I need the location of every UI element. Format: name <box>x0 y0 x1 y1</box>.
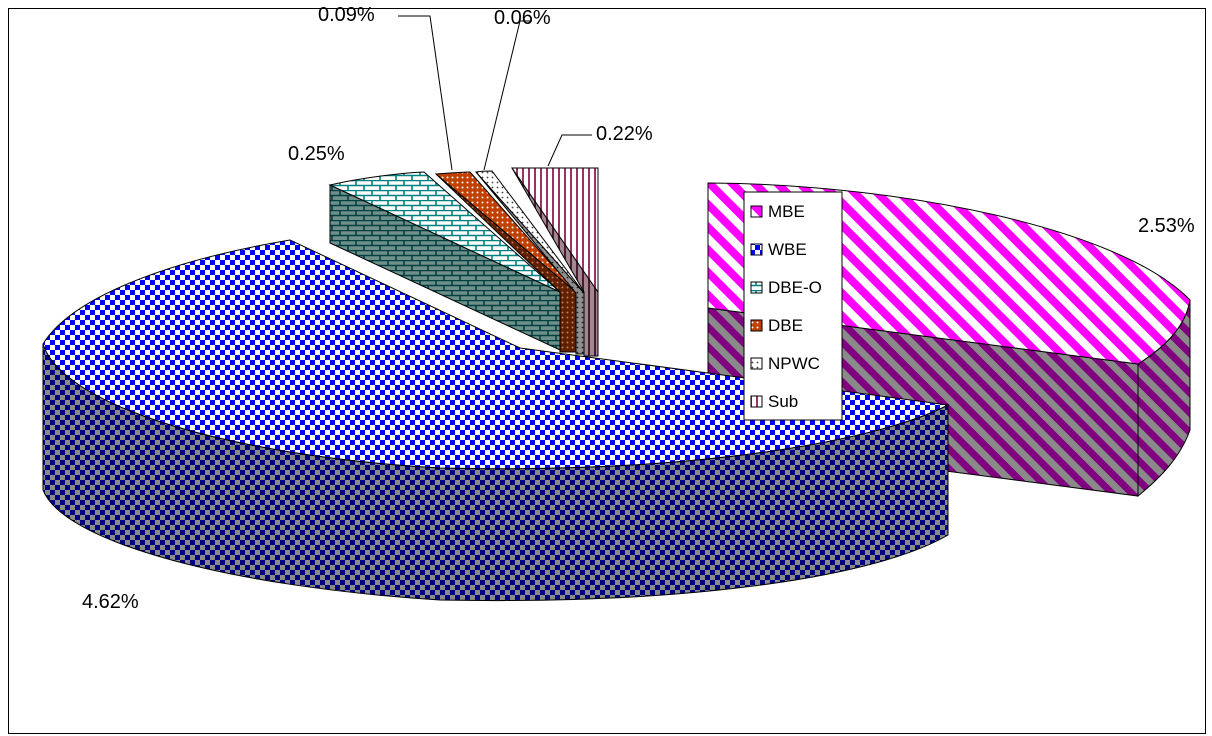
legend-swatch-npwc <box>750 357 763 370</box>
legend-item-dbe: DBE <box>750 316 803 335</box>
data-label-npwc: 0.06% <box>494 7 551 29</box>
legend-box <box>743 191 843 421</box>
legend-item-dbe-o: DBE-O <box>750 278 822 297</box>
legend-swatch-sub <box>750 395 763 408</box>
legend-label-dbe-o: DBE-O <box>768 278 822 297</box>
legend-swatch-mbe <box>750 205 763 218</box>
slice-top-dbe-o <box>328 171 561 293</box>
data-label-wbe: 4.62% <box>82 591 139 613</box>
pie-slice-dbe-o <box>328 171 561 351</box>
legend-label-wbe: WBE <box>768 240 807 259</box>
legend-label-dbe: DBE <box>768 316 803 335</box>
legend-label-sub: Sub <box>768 392 798 411</box>
legend-item-wbe: WBE <box>750 240 807 259</box>
leader-line-npwc <box>483 20 532 171</box>
legend-item-mbe: MBE <box>750 202 805 221</box>
leader-line-dbe <box>398 15 453 171</box>
slice-top-wbe <box>42 239 950 470</box>
legend-item-sub: Sub <box>750 392 798 411</box>
legend-swatch-wbe <box>750 243 763 256</box>
data-label-sub: 0.22% <box>596 123 653 145</box>
slice-top-sub <box>511 167 599 294</box>
data-label-dbe-o: 0.25% <box>288 143 345 165</box>
legend-label-npwc: NPWC <box>768 354 820 373</box>
legend-swatch-dbe-o <box>750 281 763 294</box>
pie-slice-npwc <box>475 170 585 355</box>
legend-label-mbe: MBE <box>768 202 805 221</box>
pie-slice-sub <box>511 167 599 357</box>
legend-swatch-dbe <box>750 319 763 332</box>
pie-slice-dbe <box>434 171 577 353</box>
data-label-dbe: 0.09% <box>318 4 375 26</box>
legend-item-npwc: NPWC <box>750 354 820 373</box>
slice-top-dbe <box>434 171 577 293</box>
data-label-mbe: 2.53% <box>1138 215 1195 237</box>
leader-line-sub <box>547 134 592 167</box>
chart-legend: MBE WBE DBE-O DBE NPWC Sub <box>743 191 843 421</box>
pie-slice-wbe <box>42 239 950 602</box>
slice-top-npwc <box>475 170 585 294</box>
